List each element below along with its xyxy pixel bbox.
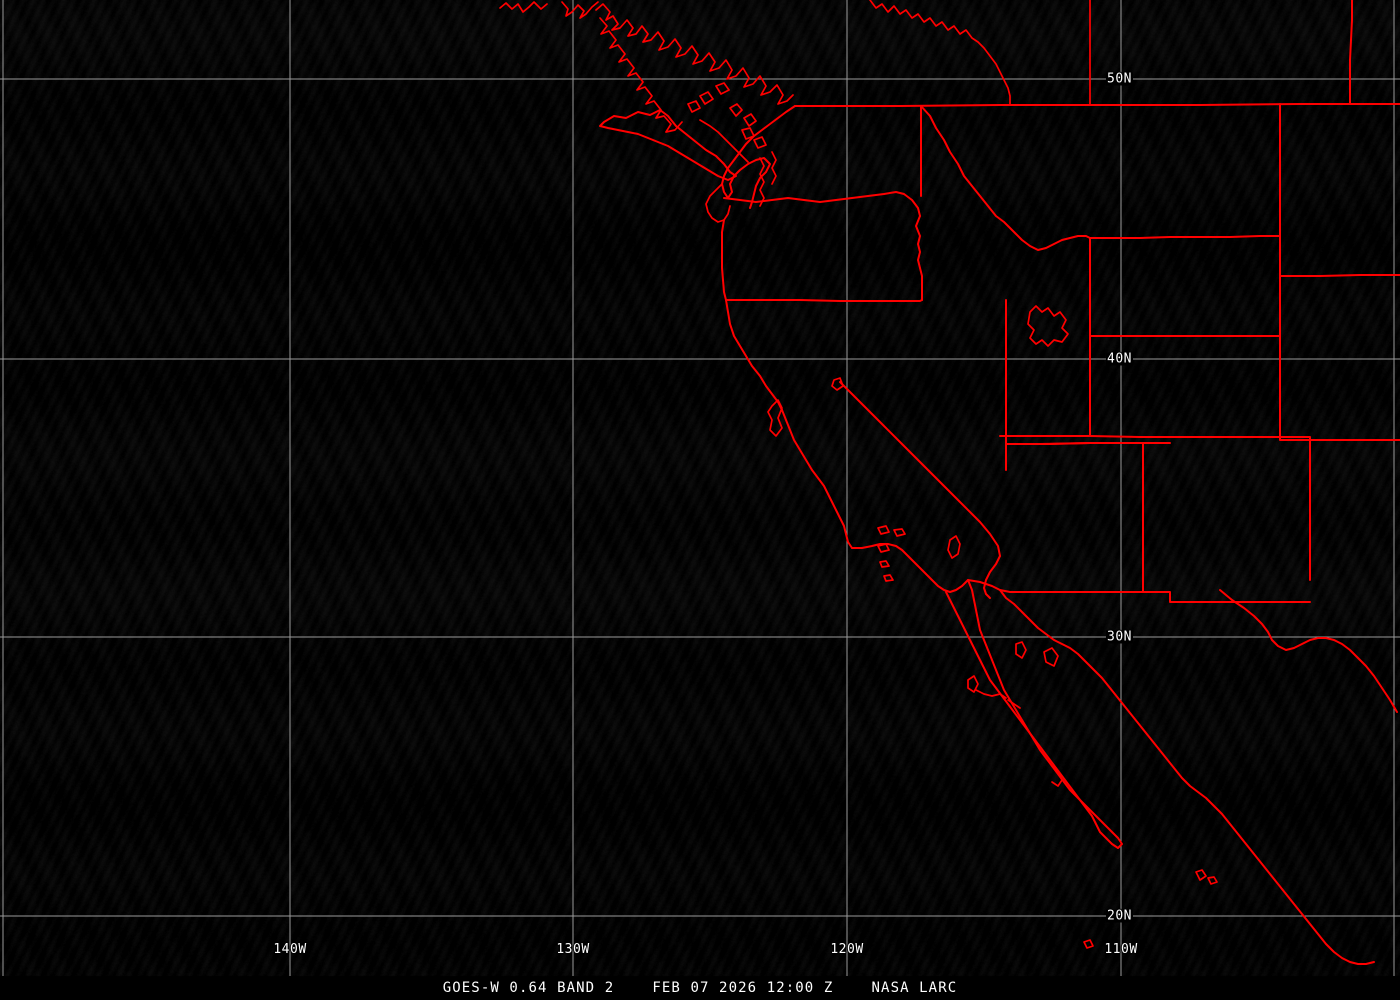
river-colorado-az-ca <box>983 555 1001 599</box>
longitude-label-120w: 120W <box>830 942 864 957</box>
lake-tahoe <box>831 377 844 391</box>
coastline-strait-of-georgia <box>699 119 749 163</box>
coastline-olympic-peninsula <box>705 183 731 223</box>
border-baja-norte-sur <box>1007 699 1021 709</box>
island-cedros <box>967 675 979 693</box>
latitude-label-40n: 40N <box>1106 351 1133 367</box>
coastline-sonora-sinaloa <box>999 589 1375 965</box>
lake-salton-sea <box>947 535 961 559</box>
latitude-label-20n: 20N <box>1106 908 1133 924</box>
border-arizona-newmexico-mexico <box>1142 591 1311 603</box>
coastline-british-columbia-north <box>499 1 548 13</box>
island-angel-de-la-guarda <box>1015 641 1027 659</box>
coastline-california-south <box>851 543 969 593</box>
border-california-nevada-diagonal <box>839 381 1001 557</box>
coastline-oregon <box>721 219 727 301</box>
coastline-baja-east-gulf <box>945 591 1119 849</box>
coastline-baja-west <box>967 579 1123 849</box>
coastline-puget-sound <box>759 151 777 207</box>
island-marias <box>1195 869 1218 885</box>
lake-great-salt-lake <box>1027 305 1069 347</box>
border-north-dakota-south-dakota <box>1279 274 1400 277</box>
coastline-bc-inlets <box>599 17 683 133</box>
border-idaho-montana <box>920 105 1091 251</box>
island-channel-islands <box>877 525 906 582</box>
image-caption-text: GOES-W 0.64 BAND 2 FEB 07 2026 12:00 Z N… <box>442 980 958 996</box>
geography-group <box>499 0 1400 965</box>
island-tiburon <box>1043 647 1059 667</box>
latitude-label-50n: 50N <box>1106 71 1133 87</box>
border-colorado-south <box>999 435 1311 581</box>
latitude-label-30n: 30N <box>1106 629 1133 645</box>
longitude-label-110w: 110W <box>1104 942 1138 957</box>
coastline-california-central <box>781 409 853 549</box>
longitude-label-130w: 130W <box>556 942 590 957</box>
coastline-alaska-panhandle <box>869 0 1011 105</box>
coastline-washington <box>721 105 796 209</box>
graticule-group <box>0 0 1400 976</box>
border-oregon-california-nevada <box>725 299 923 302</box>
border-colorado-nebraska-kansas <box>1279 335 1400 441</box>
border-utah-arizona <box>1005 442 1171 445</box>
coastline-gulf-islands <box>687 82 767 149</box>
bahia-vizcaino <box>975 689 1007 699</box>
island-small-pacific <box>1083 939 1094 949</box>
border-oregon-idaho <box>915 215 923 301</box>
bay-san-francisco <box>767 399 783 437</box>
border-montana-wyoming <box>1089 235 1281 239</box>
border-alberta-saskatchewan <box>1349 0 1353 105</box>
image-caption-bar: GOES-W 0.64 BAND 2 FEB 07 2026 12:00 Z N… <box>0 976 1400 1000</box>
border-us-mexico-riogrande <box>1219 589 1398 713</box>
coastline-haida-gwaii <box>561 1 599 19</box>
coastline-bc-archipelago <box>595 3 794 105</box>
coastline-baja-bahia-magdalena <box>1051 765 1063 787</box>
border-washington-oregon <box>723 191 921 217</box>
longitude-label-140w: 140W <box>273 942 307 957</box>
coastline-california-north <box>725 299 783 411</box>
border-us-canada-49n <box>794 103 1400 107</box>
border-us-mexico-west <box>967 579 1144 593</box>
